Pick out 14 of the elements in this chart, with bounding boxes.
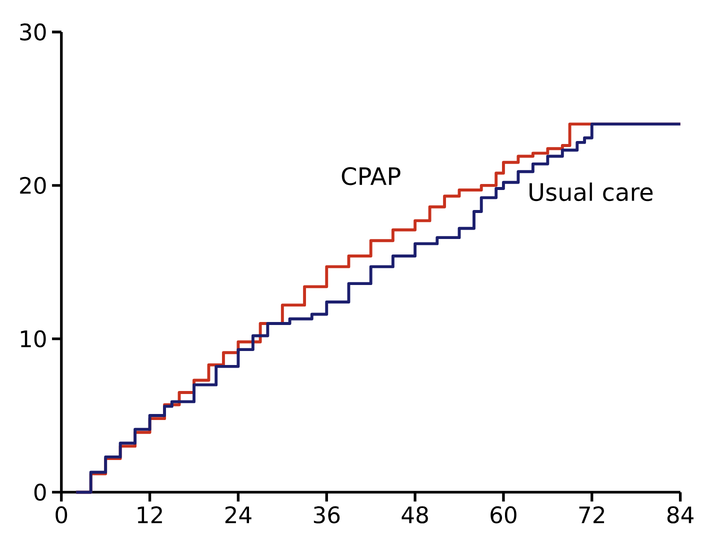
x-tick-label: 36 bbox=[314, 506, 340, 524]
x-tick-label: 0 bbox=[56, 506, 68, 524]
x-tick-label: 84 bbox=[667, 506, 694, 524]
series-label: Usual care bbox=[530, 182, 653, 202]
x-tick-label: 12 bbox=[138, 506, 162, 524]
y-tick-label: 0 bbox=[34, 484, 46, 501]
x-tick-label: 72 bbox=[579, 506, 604, 524]
x-tick-label: 24 bbox=[225, 506, 252, 524]
x-tick-label: 60 bbox=[490, 506, 516, 524]
x-tick-label: 48 bbox=[402, 506, 428, 524]
y-tick-label: 10 bbox=[20, 330, 46, 348]
y-tick-label: 20 bbox=[20, 176, 46, 194]
series-label: CPAP bbox=[342, 167, 400, 186]
y-tick-label: 30 bbox=[20, 23, 46, 41]
